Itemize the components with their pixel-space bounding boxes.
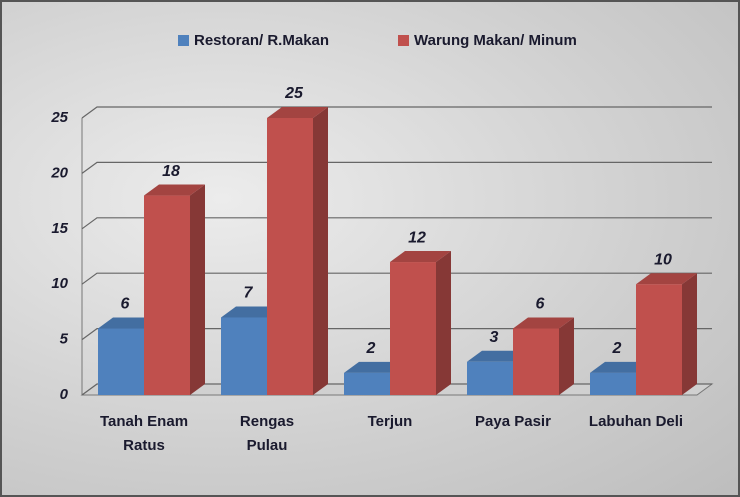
data-label: 10	[654, 251, 672, 268]
bar	[144, 184, 205, 395]
y-tick-label: 20	[50, 164, 68, 181]
bar-top	[98, 317, 159, 329]
bar-top	[144, 184, 205, 196]
bar	[513, 317, 574, 395]
data-label: 7	[244, 285, 254, 302]
bar-front	[513, 328, 559, 395]
bar-top	[590, 361, 651, 373]
legend-label: Restoran/ R.Makan	[194, 32, 329, 49]
bar-side	[313, 107, 328, 395]
x-tick-label: Labuhan Deli	[588, 413, 684, 430]
x-tick-label: Tanah Enam Ratus	[99, 413, 189, 454]
bar-front	[636, 284, 682, 395]
legend-label: Warung Makan/ Minum	[414, 32, 577, 49]
bar-front	[590, 372, 636, 395]
bar-front	[390, 262, 436, 395]
y-tick-label: 25	[50, 109, 68, 126]
x-tick-label: Paya Pasir	[475, 413, 551, 430]
legend-swatch	[398, 35, 409, 46]
bar-side	[190, 184, 205, 395]
bar-top	[344, 361, 405, 373]
bar	[98, 317, 159, 395]
bar-side	[682, 273, 697, 395]
bar	[636, 273, 697, 395]
bar-front	[221, 317, 267, 395]
x-tick-label: Rengas Pulau	[239, 413, 295, 454]
bar-front	[467, 361, 513, 395]
y-tick-label: 10	[51, 275, 68, 292]
data-label: 2	[612, 340, 622, 357]
bar-top	[221, 306, 282, 318]
data-label: 25	[284, 85, 304, 102]
y-tick-label: 0	[60, 386, 69, 403]
grid-line	[81, 272, 712, 285]
bar-top	[267, 107, 328, 118]
data-label: 12	[408, 229, 426, 246]
bar-front	[144, 195, 190, 395]
bar-side	[436, 251, 451, 395]
bar-front	[98, 328, 144, 395]
grid-line	[81, 328, 712, 341]
x-tick-label: Terjun	[367, 413, 413, 430]
grid-line	[81, 217, 712, 230]
data-label: 3	[490, 329, 499, 346]
bar-top	[636, 273, 697, 285]
bar-front	[344, 372, 390, 395]
data-label: 18	[162, 163, 180, 180]
bar-top	[467, 350, 528, 362]
bar	[390, 251, 451, 395]
bar-top	[513, 317, 574, 329]
legend-swatch	[178, 35, 189, 46]
bar-side	[559, 317, 574, 395]
grid-line	[81, 106, 712, 119]
grid-line	[81, 161, 712, 174]
y-tick-label: 5	[60, 331, 69, 348]
bar-top	[390, 251, 451, 263]
data-label: 6	[536, 296, 545, 313]
y-tick-label: 15	[51, 220, 68, 237]
bar	[267, 107, 328, 395]
data-label: 2	[366, 340, 376, 357]
bar-front	[267, 118, 313, 395]
data-label: 6	[121, 296, 130, 313]
